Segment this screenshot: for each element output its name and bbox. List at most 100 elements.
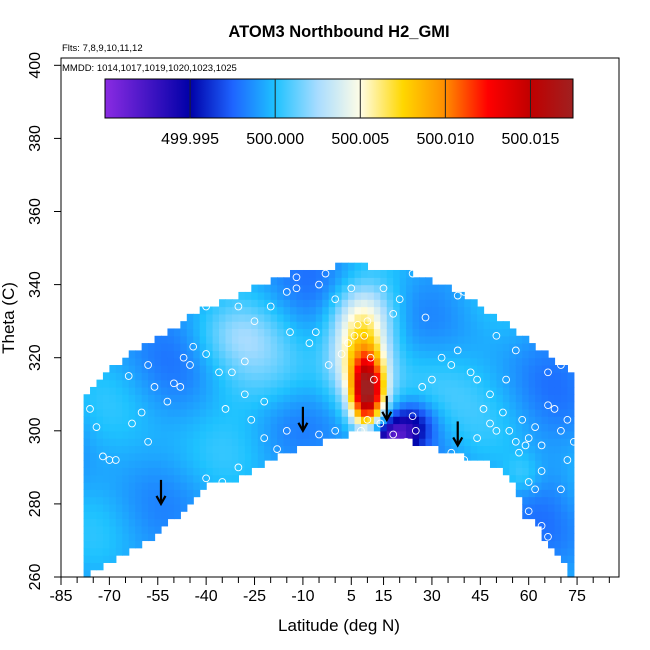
plot-frame xyxy=(60,57,620,578)
observation-point xyxy=(389,430,398,439)
observation-point xyxy=(370,434,378,442)
x-tick-label: -55 xyxy=(146,588,169,605)
x-axis: -85 -70 -55 -40 -25 -10 5 15 30 45 60 75 xyxy=(49,577,610,605)
observation-point xyxy=(347,284,356,293)
observation-point xyxy=(395,295,404,304)
observation-point xyxy=(360,331,369,340)
observation-point xyxy=(473,375,481,384)
observation-point xyxy=(311,328,320,336)
observation-point xyxy=(524,434,533,442)
y-tick-label: 260 xyxy=(27,564,44,591)
observation-point xyxy=(499,408,507,417)
observation-point xyxy=(370,375,378,384)
observation-point xyxy=(344,339,352,347)
observation-point xyxy=(215,368,223,377)
observation-point xyxy=(150,383,159,391)
x-tick-label: -40 xyxy=(195,588,218,605)
colorbar-tick-label: 500.005 xyxy=(331,131,389,148)
x-tick-label: 60 xyxy=(520,588,538,605)
observation-point xyxy=(492,331,501,340)
observation-point xyxy=(170,379,178,388)
observation-point xyxy=(218,478,227,486)
chart-title: ATOM3 Northbound H2_GMI xyxy=(228,23,449,41)
observation-point xyxy=(466,368,475,377)
observation-point xyxy=(511,437,520,446)
heatmap-field xyxy=(83,262,575,578)
x-tick-label: 15 xyxy=(375,588,393,605)
x-tick-label: 75 xyxy=(568,588,586,605)
observation-point xyxy=(518,415,527,424)
observation-point xyxy=(179,353,188,362)
observation-point xyxy=(324,361,333,369)
observation-point xyxy=(515,448,523,457)
x-tick-label: 5 xyxy=(347,588,356,605)
observation-point xyxy=(353,320,362,329)
observation-point xyxy=(569,437,578,446)
observation-point xyxy=(260,434,269,442)
observation-point xyxy=(363,415,372,424)
down-arrow-icon xyxy=(155,479,167,507)
observation-point xyxy=(537,521,546,530)
observation-point xyxy=(124,372,133,380)
observation-point xyxy=(305,339,314,347)
observation-point xyxy=(389,309,398,318)
observation-point xyxy=(576,452,585,461)
observation-point xyxy=(563,456,572,464)
x-tick-label: 30 xyxy=(423,588,441,605)
observation-point xyxy=(186,361,194,369)
colorbar-tick-label: 500.015 xyxy=(502,131,560,148)
observation-point xyxy=(292,273,301,282)
observation-point xyxy=(315,280,323,289)
observation-point xyxy=(92,423,101,431)
y-tick-label: 280 xyxy=(27,490,44,517)
observation-point xyxy=(505,426,514,435)
observation-point xyxy=(460,288,469,296)
observation-point xyxy=(292,284,301,293)
observation-points xyxy=(86,269,591,541)
down-arrow-icon xyxy=(381,395,393,423)
colorbar-tick-label: 500.000 xyxy=(246,131,304,148)
x-tick-label: -25 xyxy=(243,588,266,605)
observation-point xyxy=(202,302,210,311)
observation-point xyxy=(531,423,539,431)
y-tick-label: 340 xyxy=(27,271,44,298)
colorbar-tick-label: 499.995 xyxy=(161,131,219,148)
observation-point xyxy=(486,390,494,399)
y-tick-label: 320 xyxy=(27,344,44,371)
observation-point xyxy=(357,426,365,435)
observation-point xyxy=(544,532,552,541)
observation-point xyxy=(234,302,243,311)
observation-point xyxy=(266,302,275,311)
observation-point xyxy=(402,437,410,446)
observation-point xyxy=(189,342,198,351)
observation-point xyxy=(524,478,533,486)
observation-point xyxy=(299,456,307,464)
observation-point xyxy=(247,415,256,424)
observation-point xyxy=(544,401,552,410)
x-tick-label: -10 xyxy=(291,588,314,605)
observation-point xyxy=(137,408,146,417)
observation-point xyxy=(331,426,340,435)
observation-point xyxy=(273,445,281,453)
observation-point xyxy=(537,467,546,475)
observation-point xyxy=(492,426,501,435)
y-tick-label: 400 xyxy=(27,52,44,79)
observation-point xyxy=(286,328,294,336)
flights-annotation: Flts: 7,8,9,10,11,12 xyxy=(62,43,143,54)
observation-point xyxy=(544,368,552,377)
observation-point xyxy=(350,331,359,340)
observation-point xyxy=(128,419,136,428)
down-arrow-icon xyxy=(297,406,309,434)
observation-point xyxy=(453,291,462,300)
observation-point xyxy=(486,419,494,428)
observation-point xyxy=(163,397,172,406)
observation-point xyxy=(366,353,375,362)
observation-point xyxy=(240,390,249,399)
observation-point xyxy=(315,430,323,439)
y-tick-label: 380 xyxy=(27,125,44,152)
y-tick-label: 300 xyxy=(27,417,44,444)
observation-point xyxy=(282,426,291,435)
observation-point xyxy=(418,383,427,391)
observation-point xyxy=(379,284,388,293)
